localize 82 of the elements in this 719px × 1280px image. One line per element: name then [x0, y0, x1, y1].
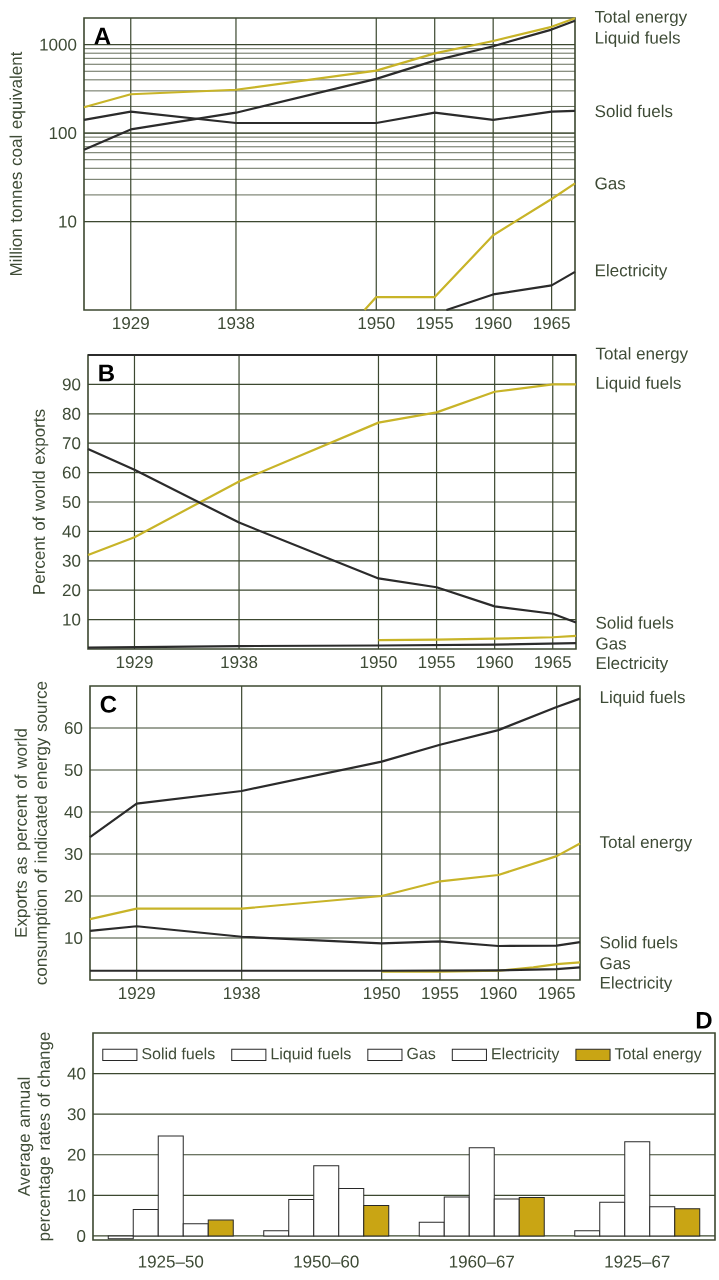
- legend-label: Electricity: [492, 1047, 560, 1063]
- y-tick-label: 50: [62, 496, 81, 509]
- y-tick-label: 30: [64, 848, 83, 861]
- series-label: Gas: [596, 637, 627, 650]
- series-label: Total energy: [595, 347, 689, 363]
- y-tick-label: 20: [64, 890, 83, 903]
- x-tick-label: 1965: [539, 987, 575, 1000]
- chart-title: D: [696, 1012, 712, 1029]
- x-tick-label: 1955: [417, 317, 453, 330]
- line-series: [445, 270, 577, 312]
- y-tick-label: 0: [77, 1229, 86, 1242]
- series-label: Electricity: [596, 656, 669, 673]
- chart-title: C: [100, 695, 117, 713]
- line-series: [88, 842, 582, 921]
- series-label: Total energy: [594, 10, 688, 27]
- series-label: Liquid fuels: [600, 690, 685, 707]
- y-tick-label: 10: [68, 1189, 86, 1202]
- y-tick-label: 10: [65, 932, 83, 945]
- line-series: [363, 182, 577, 312]
- y-tick-label: 20: [67, 1148, 86, 1161]
- x-tick-label: 1960–67: [449, 1255, 514, 1268]
- x-tick-label: 1938: [218, 317, 255, 330]
- y-tick-label: 30: [67, 1108, 86, 1121]
- series-label: Gas: [595, 177, 626, 190]
- x-tick-label: 1929: [119, 987, 155, 1000]
- x-tick-label: 1950: [358, 317, 395, 330]
- chart-title: A: [94, 27, 111, 45]
- chart-title: B: [99, 364, 114, 382]
- x-tick-label: 1955: [422, 987, 459, 1000]
- y-tick-label: 100: [49, 127, 77, 140]
- line-series: [86, 447, 578, 624]
- series-label: Liquid fuels: [595, 31, 680, 48]
- series-label: Electricity: [595, 263, 668, 280]
- x-tick-label: 1925–50: [138, 1255, 204, 1268]
- legend-label: Solid fuels: [142, 1047, 215, 1060]
- x-tick-label: 1925–67: [605, 1255, 670, 1268]
- x-tick-label: 1965: [534, 317, 570, 330]
- y-tick-label: 90: [62, 378, 81, 391]
- line-series: [88, 697, 582, 839]
- x-tick-label: 1955: [418, 656, 455, 669]
- y-tick-label: 30: [62, 554, 81, 567]
- y-tick-label: 1000: [40, 38, 77, 51]
- x-tick-label: 1929: [116, 656, 153, 669]
- series-label: Liquid fuels: [596, 376, 681, 393]
- line-series: [88, 925, 582, 948]
- y-axis-title: Exports as percent of world consumption of indicated energy source: [14, 681, 51, 985]
- x-tick-label: 1960: [480, 987, 517, 1000]
- x-tick-label: 1960: [477, 656, 513, 669]
- y-tick-label: 70: [62, 437, 81, 450]
- legend-label: Total energy: [614, 1047, 702, 1063]
- y-axis-title: Percent of world exports: [32, 409, 49, 594]
- line-series: [82, 19, 577, 151]
- y-tick-label: 40: [64, 806, 83, 819]
- x-tick-label: 1950–60: [294, 1255, 359, 1268]
- y-tick-label: 40: [67, 1067, 86, 1080]
- legend-label: Gas: [407, 1047, 436, 1060]
- y-axis-title: Average annual percentage rates of change: [17, 1032, 54, 1241]
- y-tick-label: 40: [62, 525, 81, 538]
- x-tick-label: 1929: [113, 317, 149, 330]
- x-tick-label: 1965: [535, 656, 571, 669]
- x-tick-label: 1950: [360, 656, 397, 669]
- line-series: [82, 17, 577, 109]
- y-tick-label: 10: [63, 613, 81, 626]
- series-label: Solid fuels: [596, 616, 674, 629]
- y-tick-label: 60: [62, 466, 81, 479]
- line-series: [86, 383, 578, 557]
- y-tick-label: 20: [62, 584, 81, 597]
- series-label: Total energy: [599, 835, 693, 852]
- series-label: Electricity: [600, 976, 673, 993]
- y-tick-label: 10: [59, 215, 77, 228]
- x-tick-label: 1938: [221, 656, 258, 669]
- series-label: Solid fuels: [600, 935, 678, 949]
- series-label: Solid fuels: [595, 104, 673, 118]
- y-tick-label: 50: [64, 764, 83, 777]
- x-tick-label: 1938: [224, 987, 260, 1000]
- x-tick-label: 1950: [364, 987, 400, 1000]
- legend-label: Liquid fuels: [271, 1047, 351, 1063]
- series-label: Gas: [600, 957, 631, 970]
- y-tick-label: 80: [62, 407, 81, 420]
- y-tick-label: 60: [64, 722, 83, 735]
- x-tick-label: 1960: [475, 317, 512, 330]
- y-axis-title: Million tonnes coal equivalent: [9, 51, 26, 276]
